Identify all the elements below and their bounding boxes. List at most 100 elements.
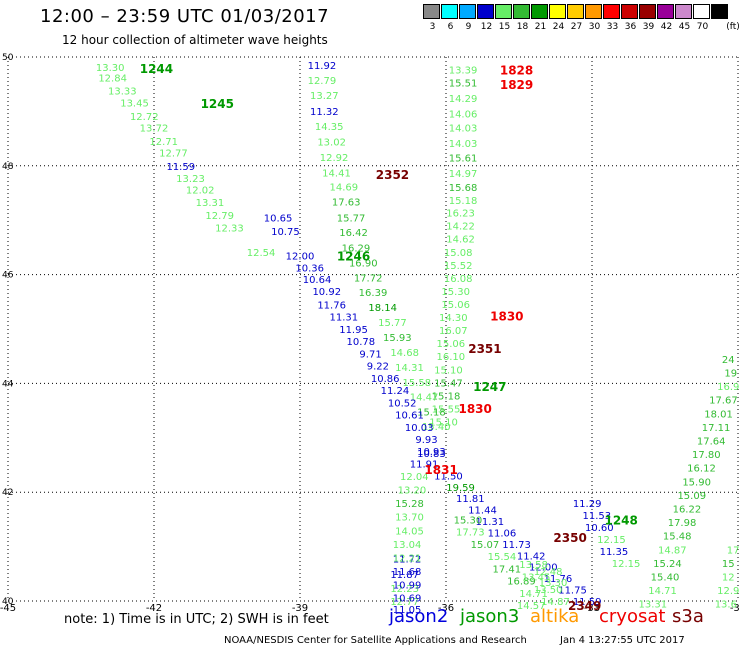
- swh-label: 15.06: [437, 339, 466, 350]
- swh-label: 14.35: [315, 122, 344, 133]
- swh-label: 12.00: [286, 252, 315, 263]
- page-title: 12:00 – 23:59 UTC 01/03/2017: [40, 6, 330, 27]
- swh-label: 14.41: [322, 168, 351, 179]
- time-label: 1247: [473, 380, 506, 394]
- time-label: 1246: [337, 250, 370, 264]
- swh-label: 14.31: [395, 363, 424, 374]
- swh-label: 9.71: [359, 349, 381, 360]
- swh-label: 13.04: [393, 540, 422, 551]
- swh-label: 10.86: [371, 374, 400, 385]
- swh-label: 13.72: [140, 124, 169, 135]
- footer-credit: NOAA/NESDIS Center for Satellite Applica…: [224, 635, 527, 646]
- time-label: 2352: [376, 168, 409, 182]
- swh-label: 16.42: [339, 228, 368, 239]
- lat-tick-label: 50: [2, 53, 14, 63]
- swh-label: 14.57: [517, 601, 546, 612]
- swh-label: 15.30: [441, 287, 470, 298]
- swh-label: 16.22: [673, 505, 702, 516]
- time-label: 2350: [553, 531, 586, 545]
- color-scale-swatch: [657, 4, 674, 19]
- swh-label: 15.30: [454, 515, 483, 526]
- swh-label: 12.48: [534, 567, 563, 578]
- swh-label: 15.28: [395, 499, 424, 510]
- swh-label: 11.31: [475, 517, 504, 528]
- swh-label: 13.20: [398, 485, 427, 496]
- swh-label: 15.58: [402, 378, 431, 389]
- swh-label: 15.90: [682, 477, 711, 488]
- swh-label: 13.33: [108, 87, 137, 98]
- swh-label: 10.64: [303, 275, 332, 286]
- swh-label: 15.06: [441, 300, 470, 311]
- color-scale-swatch: [513, 4, 530, 19]
- color-scale-unit: (ft): [726, 22, 740, 32]
- swh-label: 14.05: [395, 526, 424, 537]
- color-scale-label: 27: [570, 22, 583, 32]
- color-scale-label: 21: [534, 22, 547, 32]
- swh-label: 15.10: [429, 417, 458, 428]
- swh-label: 16.10: [437, 352, 466, 363]
- swh-label: 11.59: [166, 162, 195, 173]
- swh-label: 13.58: [519, 560, 548, 571]
- swh-label: 24: [722, 355, 735, 366]
- swh-label: 12.77: [390, 597, 419, 608]
- swh-label: 11.72: [393, 555, 422, 566]
- legend-item-jason3: jason3: [460, 606, 520, 627]
- color-scale-label: 39: [642, 22, 655, 32]
- swh-label: 12.21: [393, 553, 422, 564]
- lon-tick-label: -39: [292, 603, 308, 614]
- swh-label: 10.75: [271, 227, 300, 238]
- swh-label: 12.79: [308, 76, 337, 87]
- color-scale-swatch: [441, 4, 458, 19]
- swh-label: 16.29: [342, 243, 371, 254]
- swh-label: 15.47: [434, 378, 463, 389]
- swh-label: 9.93: [415, 435, 437, 446]
- swh-label: 10.92: [312, 287, 341, 298]
- map-note: note: 1) Time is in UTC; 2) SWH is in fe…: [64, 612, 329, 627]
- swh-label: 16.39: [359, 288, 388, 299]
- swh-label: 15.09: [677, 491, 706, 502]
- swh-label: 15.51: [449, 79, 478, 90]
- color-scale-swatch: [675, 4, 692, 19]
- lon-tick-label: -36: [438, 603, 454, 614]
- color-scale-swatch: [531, 4, 548, 19]
- swh-label: 15.40: [422, 422, 451, 433]
- swh-label: 10.36: [295, 264, 324, 275]
- swh-label: 11.06: [488, 528, 517, 539]
- swh-label: 12.72: [130, 112, 159, 123]
- swh-label: 11.35: [600, 547, 629, 558]
- time-label: 2349: [568, 599, 601, 613]
- swh-label: 10.83: [417, 449, 446, 460]
- swh-label: 14.22: [446, 222, 475, 233]
- swh-label: 13.23: [176, 174, 205, 185]
- swh-label: 11.42: [517, 551, 546, 562]
- swh-label: 11.05: [393, 605, 422, 616]
- legend-item-altika: altika: [530, 606, 580, 627]
- swh-label: 13.31: [196, 198, 225, 209]
- color-scale-label: 24: [552, 22, 565, 32]
- swh-label: 13.02: [317, 137, 346, 148]
- swh-label: 17.64: [697, 437, 726, 448]
- swh-label: 17.98: [668, 518, 697, 529]
- swh-label: 11.87: [390, 570, 419, 581]
- swh-label: 12.23: [390, 584, 419, 595]
- swh-label: 10.99: [393, 581, 422, 592]
- swh-label: 10.65: [264, 213, 293, 224]
- swh-label: 13.30: [96, 63, 125, 74]
- swh-label: 18.14: [368, 303, 397, 314]
- time-label: 1830: [458, 402, 491, 416]
- swh-label: 11.92: [308, 61, 337, 72]
- color-scale-label: 45: [678, 22, 691, 32]
- swh-label: 11.91: [410, 459, 439, 470]
- lon-tick-label: -30: [730, 603, 740, 614]
- color-scale-label: 6: [447, 22, 454, 32]
- swh-label: 11.81: [456, 494, 485, 505]
- swh-label: 17.63: [332, 198, 361, 209]
- swh-label: 12.84: [98, 74, 127, 85]
- swh-label: 13.45: [522, 573, 551, 584]
- lon-tick-label: -42: [146, 603, 162, 614]
- swh-label: 14.29: [449, 94, 478, 105]
- time-label: 2351: [468, 342, 501, 356]
- footer-timestamp: Jan 4 13:27:55 UTC 2017: [560, 635, 685, 646]
- color-scale-swatch: [549, 4, 566, 19]
